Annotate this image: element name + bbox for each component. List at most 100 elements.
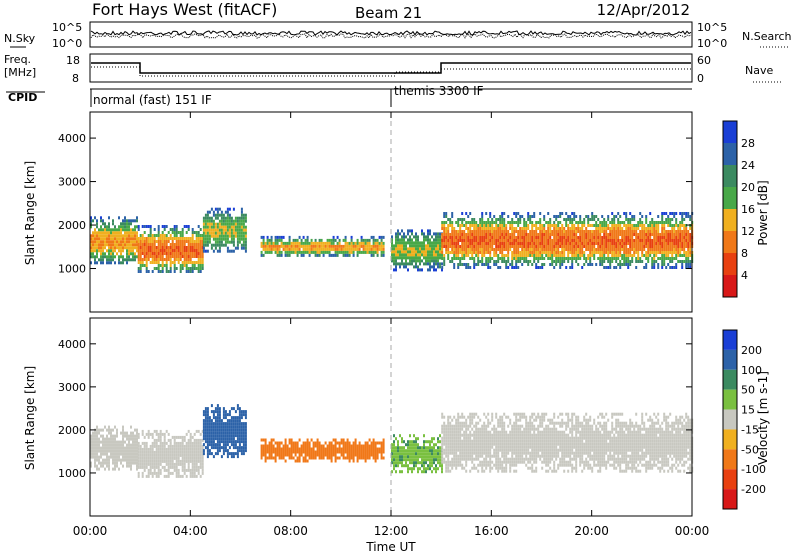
heatmap-cell bbox=[208, 425, 211, 429]
heatmap-cell bbox=[110, 246, 112, 250]
heatmap-cell bbox=[222, 222, 225, 226]
heatmap-cell bbox=[364, 450, 367, 454]
heatmap-cell bbox=[517, 266, 520, 269]
heatmap-cell bbox=[407, 253, 409, 257]
heatmap-cell bbox=[669, 251, 672, 254]
heatmap-cell bbox=[108, 246, 110, 250]
heatmap-cell bbox=[270, 441, 273, 445]
heatmap-cell bbox=[366, 456, 369, 460]
heatmap-cell bbox=[114, 434, 116, 438]
heatmap-cell bbox=[226, 246, 229, 250]
heatmap-cell bbox=[218, 240, 221, 244]
heatmap-cell bbox=[94, 258, 96, 262]
heatmap-cell bbox=[619, 230, 622, 233]
heatmap-cell bbox=[615, 239, 618, 242]
heatmap-cell bbox=[171, 249, 174, 252]
heatmap-cell bbox=[193, 474, 196, 478]
heatmap-cell bbox=[641, 248, 644, 251]
heatmap-cell bbox=[202, 428, 205, 432]
heatmap-cell bbox=[475, 230, 478, 233]
heatmap-cell bbox=[599, 239, 602, 242]
heatmap-cell bbox=[457, 221, 460, 224]
heatmap-cell bbox=[262, 453, 265, 457]
heatmap-cell bbox=[304, 247, 307, 251]
heatmap-cell bbox=[667, 239, 670, 242]
heatmap-cell bbox=[595, 227, 598, 230]
heatmap-cell bbox=[208, 422, 211, 426]
heatmap-cell bbox=[523, 257, 526, 260]
heatmap-cell bbox=[391, 238, 393, 242]
heatmap-cell bbox=[163, 447, 166, 451]
heatmap-cell bbox=[108, 255, 110, 259]
heatmap-cell bbox=[179, 246, 182, 249]
heatmap-cell bbox=[173, 258, 176, 261]
heatmap-cell bbox=[157, 264, 160, 267]
heatmap-cell bbox=[545, 221, 548, 224]
heatmap-cell bbox=[465, 248, 468, 251]
heatmap-cell bbox=[463, 248, 466, 251]
heatmap-cell bbox=[214, 234, 217, 238]
heatmap-cell bbox=[149, 228, 152, 231]
heatmap-cell bbox=[201, 468, 204, 472]
heatmap-cell bbox=[90, 455, 92, 459]
heatmap-cell bbox=[270, 438, 273, 442]
heatmap-cell bbox=[151, 243, 154, 246]
heatmap-cell bbox=[322, 241, 325, 245]
heatmap-cell bbox=[338, 450, 341, 454]
heatmap-cell bbox=[549, 236, 552, 239]
heatmap-cell bbox=[679, 212, 682, 215]
heatmap-cell bbox=[443, 242, 446, 245]
heatmap-cell bbox=[114, 452, 116, 456]
heatmap-cell bbox=[451, 245, 454, 248]
heatmap-cell bbox=[284, 444, 287, 448]
heatmap-cell bbox=[191, 435, 194, 439]
heatmap-cell bbox=[553, 260, 556, 263]
heatmap-cell bbox=[595, 236, 598, 239]
heatmap-cell bbox=[617, 227, 620, 230]
heatmap-cell bbox=[657, 266, 660, 269]
heatmap-cell bbox=[539, 239, 542, 242]
heatmap-cell bbox=[561, 224, 564, 227]
heatmap-cell bbox=[521, 254, 524, 257]
heatmap-cell bbox=[439, 232, 441, 236]
heatmap-cell bbox=[501, 242, 504, 245]
heatmap-cell bbox=[318, 247, 321, 251]
heatmap-cell bbox=[607, 257, 610, 260]
heatmap-cell bbox=[238, 440, 241, 444]
heatmap-cell bbox=[208, 216, 211, 220]
heatmap-cell bbox=[575, 248, 578, 251]
heatmap-cell bbox=[533, 224, 536, 227]
heatmap-cell bbox=[132, 449, 134, 453]
heatmap-cell bbox=[276, 444, 279, 448]
heatmap-cell bbox=[523, 236, 526, 239]
heatmap-cell bbox=[513, 248, 516, 251]
heatmap-cell bbox=[397, 241, 399, 245]
heatmap-cell bbox=[641, 233, 644, 236]
heatmap-cell bbox=[429, 443, 431, 447]
heatmap-cell bbox=[403, 446, 405, 450]
heatmap-cell bbox=[157, 462, 160, 466]
heatmap-cell bbox=[171, 246, 174, 249]
heatmap-cell bbox=[104, 461, 106, 465]
heatmap-cell bbox=[124, 446, 126, 450]
heatmap-cell bbox=[193, 240, 196, 243]
heatmap-cell bbox=[149, 243, 152, 246]
heatmap-cell bbox=[112, 246, 114, 250]
heatmap-cell bbox=[521, 227, 524, 230]
heatmap-cell bbox=[173, 441, 176, 445]
heatmap-cell bbox=[201, 237, 204, 240]
heatmap-cell bbox=[401, 253, 403, 257]
heatmap-cell bbox=[298, 447, 301, 451]
heatmap-cell bbox=[102, 222, 104, 226]
heatmap-cell bbox=[199, 267, 202, 270]
heatmap-cell bbox=[439, 247, 441, 251]
heatmap-cell bbox=[197, 447, 200, 451]
heatmap-cell bbox=[573, 233, 576, 236]
heatmap-cell bbox=[324, 244, 327, 248]
heatmap-cell bbox=[230, 425, 233, 429]
heatmap-cell bbox=[679, 230, 682, 233]
heatmap-cell bbox=[310, 250, 313, 254]
heatmap-cell bbox=[625, 215, 628, 218]
heatmap-cell bbox=[294, 450, 297, 454]
heatmap-cell bbox=[183, 264, 186, 267]
